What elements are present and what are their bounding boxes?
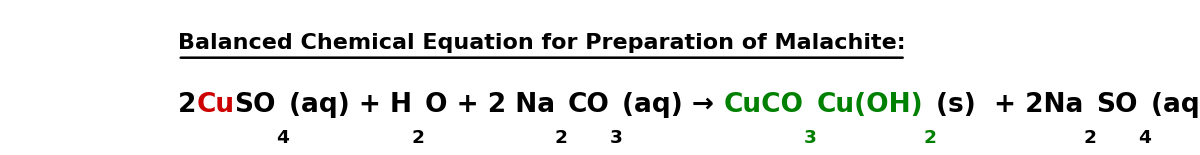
Text: CuCO: CuCO: [724, 92, 804, 118]
Text: SO: SO: [234, 92, 276, 118]
Text: 2: 2: [412, 129, 425, 147]
Text: 4: 4: [276, 129, 289, 147]
Text: 2: 2: [1084, 129, 1096, 147]
Text: Balanced Chemical Equation for Preparation of Malachite:: Balanced Chemical Equation for Preparati…: [178, 33, 906, 53]
Text: 3: 3: [804, 129, 816, 147]
Text: 4: 4: [1138, 129, 1151, 147]
Text: SO: SO: [1096, 92, 1138, 118]
Text: CO: CO: [568, 92, 610, 118]
Text: O + 2 Na: O + 2 Na: [425, 92, 554, 118]
Text: 2: 2: [178, 92, 197, 118]
Text: Cu: Cu: [197, 92, 234, 118]
Text: 3: 3: [610, 129, 623, 147]
Text: Cu(OH): Cu(OH): [816, 92, 923, 118]
Text: (aq) + CO: (aq) + CO: [1151, 92, 1200, 118]
Text: 2: 2: [923, 129, 936, 147]
Text: (aq) + H: (aq) + H: [289, 92, 412, 118]
Text: 2: 2: [554, 129, 568, 147]
Text: (aq) →: (aq) →: [623, 92, 724, 118]
Text: (s)  + 2Na: (s) + 2Na: [936, 92, 1084, 118]
